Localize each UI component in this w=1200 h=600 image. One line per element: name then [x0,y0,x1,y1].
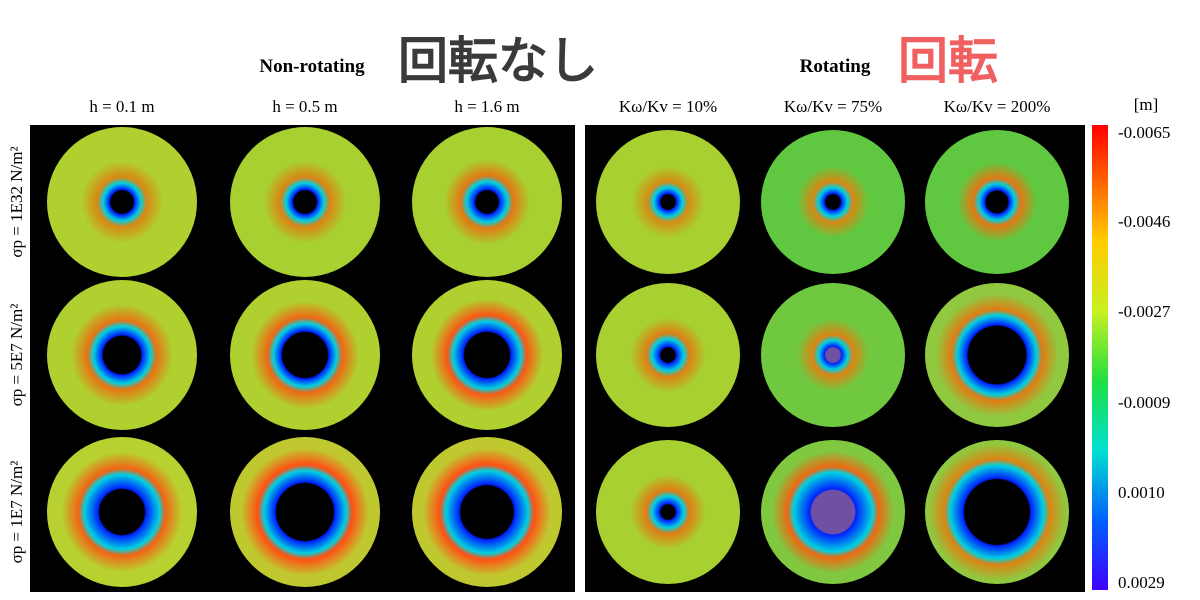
right-title: Rotating [800,56,871,77]
column-label: h = 1.6 m [454,97,519,116]
right-tag: 回転 [898,32,998,90]
colorbar [1092,125,1108,590]
colorbar-label: -0.0046 [1118,212,1170,231]
colorbar-label: 0.0010 [1118,483,1165,502]
heatmap-disc [596,283,740,427]
heatmap-disc [230,280,380,430]
heatmap-disc [925,440,1069,584]
column-label: Kω/Kv = 75% [784,97,882,116]
colorbar-label: -0.0027 [1118,302,1171,321]
heatmap-disc [925,283,1069,427]
column-label: Kω/Kv = 10% [619,97,717,116]
colorbar-label: -0.0009 [1118,393,1170,412]
column-label: h = 0.1 m [89,97,154,116]
column-label: Kω/Kv = 200% [944,97,1051,116]
heatmap-disc [412,280,562,430]
heatmap-disc [230,127,380,277]
heatmap-disc [47,280,197,430]
heatmap-disc [47,127,197,277]
left-tag: 回転なし [398,32,598,90]
colorbar-label: 0.0029 [1118,573,1165,592]
colorbar-unit: [m] [1134,95,1159,114]
heatmap-disc [412,127,562,277]
heatmap-disc [412,437,562,587]
heatmap-disc [761,440,905,584]
heatmap-disc [761,283,905,427]
colorbar-label: -0.0065 [1118,123,1170,142]
heatmap-disc [230,437,380,587]
left-title: Non-rotating [259,56,365,77]
column-label: h = 0.5 m [272,97,337,116]
row-label: σp = 5E7 N/m² [7,304,26,407]
heatmap-disc [761,130,905,274]
heatmap-disc [596,130,740,274]
heatmap-disc [47,437,197,587]
row-label: σp = 1E32 N/m² [7,146,26,257]
row-label: σp = 1E7 N/m² [7,461,26,564]
heatmap-disc [925,130,1069,274]
heatmap-disc [596,440,740,584]
